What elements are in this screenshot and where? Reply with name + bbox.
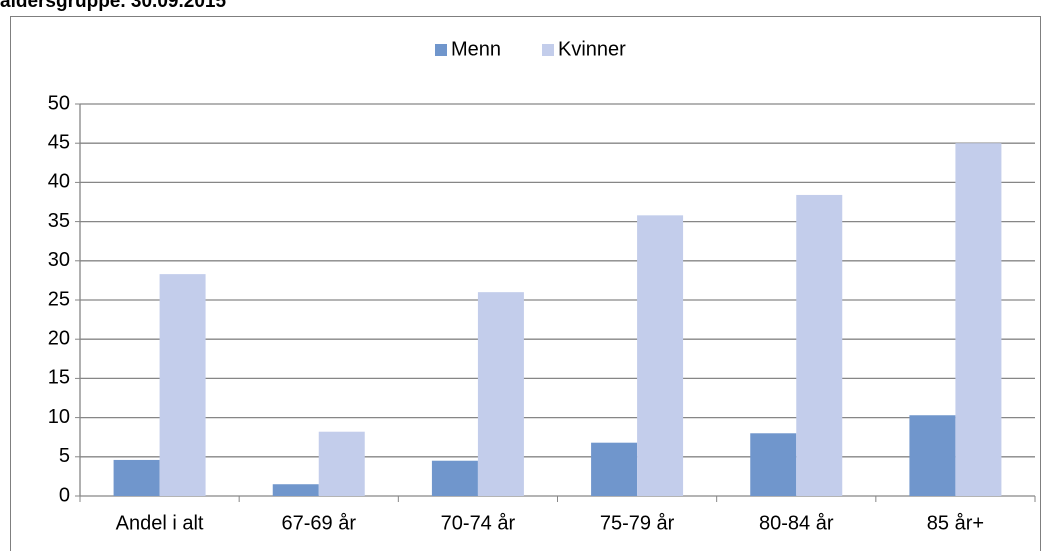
y-tick-label: 30 — [48, 249, 70, 271]
x-tick-label: 70-74 år — [441, 512, 516, 534]
y-tick-label: 50 — [48, 92, 70, 114]
y-tick-label: 40 — [48, 171, 70, 193]
x-tick-label: 67-69 år — [282, 512, 357, 534]
bar — [318, 431, 365, 496]
bar — [113, 459, 160, 496]
y-tick-label: 25 — [48, 288, 70, 310]
bar — [796, 194, 843, 496]
x-tick-label: 75-79 år — [600, 512, 675, 534]
legend-swatch — [542, 44, 554, 56]
x-tick-label: 80-84 år — [759, 512, 834, 534]
bar — [637, 215, 684, 496]
bar — [909, 415, 956, 496]
bar — [272, 484, 319, 496]
bar — [591, 442, 638, 496]
y-tick-label: 15 — [48, 367, 70, 389]
x-tick-label: 85 år+ — [927, 512, 984, 534]
legend-label: Kvinner — [558, 38, 626, 60]
y-tick-label: 20 — [48, 327, 70, 349]
chart-title: aldersgruppe. 30.09.2015 — [0, 0, 226, 12]
y-tick-label: 0 — [59, 484, 70, 506]
bar — [750, 433, 797, 496]
legend-label: Menn — [451, 38, 501, 60]
bar — [431, 460, 478, 496]
y-tick-label: 35 — [48, 210, 70, 232]
bar — [477, 292, 524, 496]
y-tick-label: 10 — [48, 406, 70, 428]
y-tick-label: 5 — [59, 445, 70, 467]
x-tick-label: Andel i alt — [116, 512, 204, 534]
bar — [955, 143, 1002, 496]
bar — [159, 274, 206, 496]
y-tick-label: 45 — [48, 131, 70, 153]
legend-swatch — [435, 44, 447, 56]
